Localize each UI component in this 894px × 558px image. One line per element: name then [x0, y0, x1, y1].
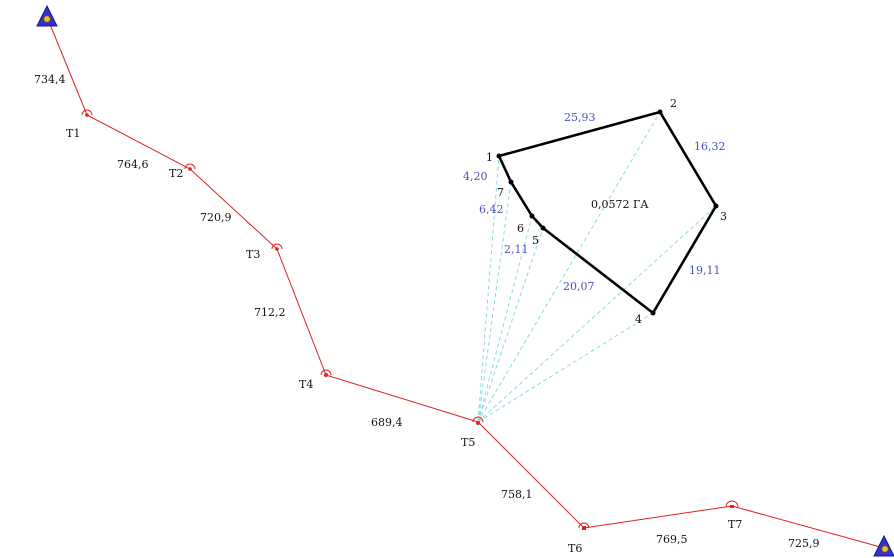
- side-length-7-6: 6,42: [479, 203, 504, 216]
- parcel-vertex-2: [657, 109, 663, 115]
- ray-to-7: [477, 181, 512, 423]
- station-marker-T7: [725, 500, 739, 508]
- traverse-stations: [81, 109, 739, 530]
- parcel-boundary: [497, 110, 718, 315]
- vertex-label-5: 5: [532, 234, 539, 247]
- side-length-3-4: 19,11: [689, 264, 721, 277]
- station-marker-T1: [81, 109, 93, 117]
- side-length-1-7: 4,20: [463, 170, 488, 183]
- station-label-T5: T5: [461, 436, 475, 449]
- station-label-T6: T6: [568, 542, 582, 555]
- ray-to-4: [477, 312, 654, 423]
- station-label-T4: T4: [299, 378, 313, 391]
- control-point-end: [873, 534, 894, 557]
- station-label-T3: T3: [246, 248, 260, 261]
- parcel-vertex-7: [508, 179, 514, 185]
- vertex-label-3: 3: [720, 210, 727, 223]
- leg-length-7: 769,5: [656, 533, 688, 546]
- traverse-line: [46, 16, 885, 549]
- leg-length-4: 712,2: [254, 306, 286, 319]
- ray-to-6: [477, 215, 533, 423]
- station-marker-T2: [184, 163, 196, 171]
- vertex-label-1: 1: [486, 151, 493, 164]
- station-marker-T3: [271, 243, 283, 251]
- parcel-vertex-4: [650, 310, 656, 316]
- vertex-label-2: 2: [670, 97, 677, 110]
- leg-length-6: 758,1: [501, 488, 533, 501]
- side-length-5-4: 20,07: [563, 280, 595, 293]
- station-label-T1: T1: [66, 127, 80, 140]
- parcel-vertex-5: [540, 225, 546, 231]
- side-length-2-3: 16,32: [694, 140, 726, 153]
- side-length-1-2: 25,93: [564, 111, 596, 124]
- leg-length-2: 764,6: [117, 158, 149, 171]
- parcel-vertex-1: [496, 153, 502, 159]
- vertex-label-6: 6: [517, 222, 524, 235]
- station-marker-T5: [472, 416, 484, 425]
- side-length-6-5: 2,11: [504, 243, 529, 256]
- parcel-vertex-3: [713, 203, 719, 209]
- ray-to-1: [477, 155, 500, 423]
- leg-length-1: 734,4: [34, 73, 66, 86]
- vertex-label-7: 7: [497, 186, 504, 199]
- ray-to-2: [477, 111, 661, 423]
- station-label-T7: T7: [728, 518, 742, 531]
- parcel-vertex-6: [529, 213, 535, 219]
- rays-group: [477, 111, 717, 423]
- leg-length-8: 725,9: [788, 537, 820, 550]
- control-point-start: [36, 4, 58, 27]
- parcel-vertices: [496, 109, 719, 316]
- vertex-label-4: 4: [635, 313, 642, 326]
- ray-to-5: [477, 227, 544, 423]
- station-marker-T4: [320, 369, 332, 377]
- station-marker-T6: [578, 522, 590, 530]
- leg-length-5: 689,4: [371, 416, 403, 429]
- ray-to-3: [477, 205, 717, 423]
- leg-length-3: 720,9: [200, 211, 232, 224]
- parcel-area-label: 0,0572 ГА: [591, 198, 649, 211]
- station-label-T2: T2: [169, 167, 183, 180]
